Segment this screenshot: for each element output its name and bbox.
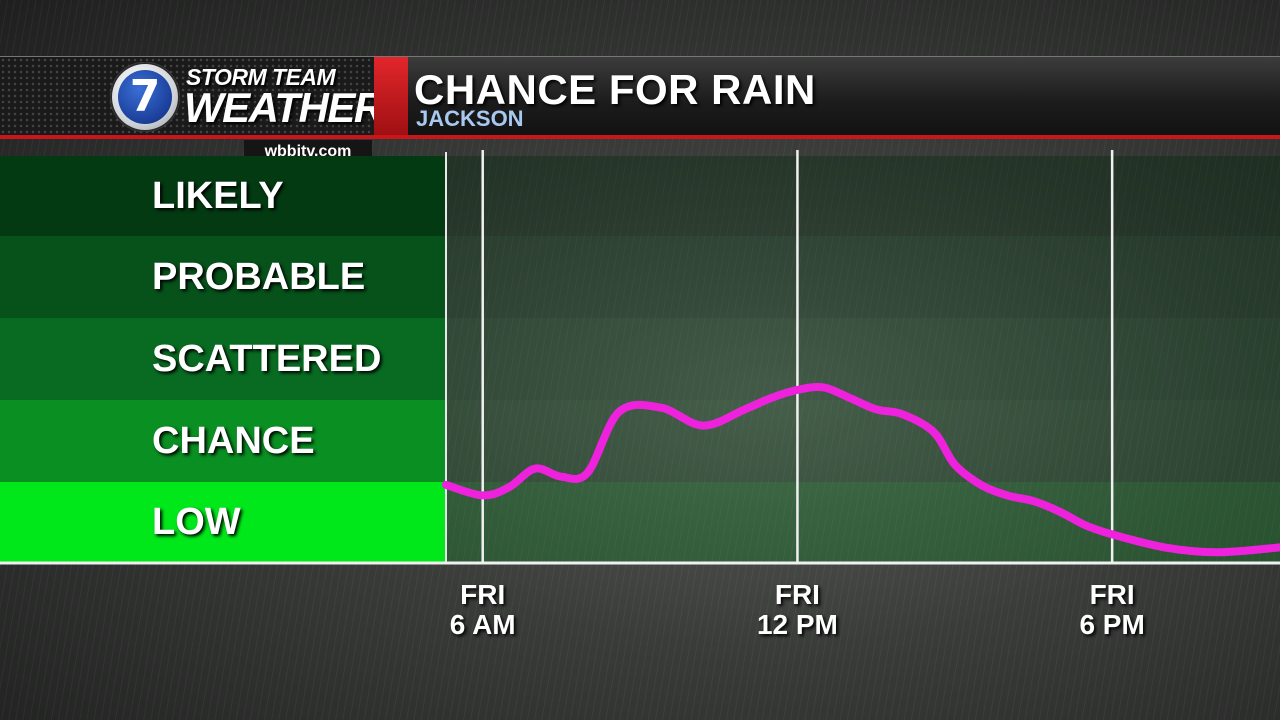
x-tick-label-6am: FRI 6 AM: [403, 580, 563, 640]
x-tick-time: 12 PM: [756, 609, 838, 640]
category-label-low: LOW: [152, 500, 241, 543]
x-tick-label-6pm: FRI 6 PM: [1032, 580, 1192, 640]
location-subtitle: JACKSON: [416, 106, 524, 131]
category-label-likely: LIKELY: [152, 174, 284, 217]
channel-7-logo-icon: 7: [110, 62, 180, 132]
plot-band-chance: [446, 400, 1280, 482]
band-chance: CHANCE: [0, 400, 446, 482]
band-scattered: SCATTERED: [0, 318, 446, 400]
header-red-accent: [374, 57, 408, 139]
band-low: LOW: [0, 482, 446, 562]
x-tick-label-12pm: FRI 12 PM: [717, 580, 877, 640]
band-probable: PROBABLE: [0, 236, 446, 318]
category-label-scattered: SCATTERED: [152, 337, 382, 380]
plot-band-low: [446, 482, 1280, 562]
logo-number: 7: [118, 70, 172, 124]
plot-band-probable: [446, 236, 1280, 318]
plot-band-scattered: [446, 318, 1280, 400]
x-tick-day: FRI: [1089, 579, 1135, 610]
logo-background: [0, 57, 374, 135]
x-tick-time: 6 PM: [1079, 609, 1145, 640]
category-label-probable: PROBABLE: [152, 255, 366, 298]
category-label-chance: CHANCE: [152, 419, 315, 462]
plot-band-likely: [446, 156, 1280, 236]
x-tick-day: FRI: [774, 579, 820, 610]
x-tick-day: FRI: [460, 579, 506, 610]
band-likely: LIKELY: [0, 156, 446, 236]
rain-chance-curve: [442, 382, 1280, 557]
page-title: CHANCE FOR RAIN: [414, 66, 816, 113]
brand-weather: WEATHER: [184, 84, 384, 131]
header-red-line: [0, 135, 1280, 139]
x-tick-time: 6 AM: [449, 609, 516, 640]
brand-storm-team: STORM TEAM: [186, 64, 336, 90]
